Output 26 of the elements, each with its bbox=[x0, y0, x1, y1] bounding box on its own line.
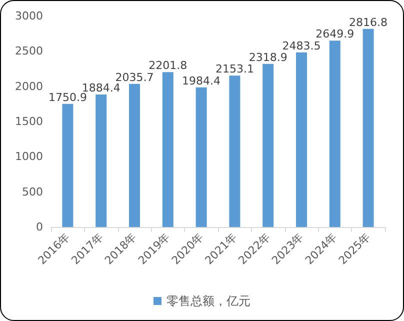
bar bbox=[262, 64, 274, 227]
data-label: 1984.4 bbox=[182, 74, 221, 88]
data-label: 2153.1 bbox=[215, 62, 254, 76]
bar bbox=[62, 104, 74, 227]
data-label: 2483.5 bbox=[282, 39, 321, 52]
y-tick-label: 0 bbox=[36, 220, 43, 234]
y-tick-label: 2500 bbox=[15, 44, 43, 58]
legend-label: 零售总额，亿元 bbox=[166, 294, 250, 308]
data-label: 2035.7 bbox=[115, 70, 154, 84]
y-tick-label: 1500 bbox=[15, 115, 43, 128]
y-tick-label: 500 bbox=[22, 185, 43, 198]
y-tick-label: 2000 bbox=[15, 80, 43, 93]
bar bbox=[129, 84, 140, 227]
bar bbox=[362, 28, 374, 227]
data-label: 2318.9 bbox=[248, 50, 288, 64]
data-label: 2649.9 bbox=[316, 28, 354, 41]
bar bbox=[162, 72, 174, 227]
y-tick-label: 3000 bbox=[15, 10, 43, 22]
bar bbox=[296, 52, 307, 227]
bar bbox=[196, 87, 207, 227]
bar bbox=[229, 76, 240, 227]
data-label: 2816.8 bbox=[349, 16, 388, 29]
y-tick-label: 1000 bbox=[15, 150, 43, 164]
bar bbox=[96, 94, 107, 227]
data-label: 2201.8 bbox=[148, 59, 188, 72]
bar bbox=[329, 40, 340, 227]
